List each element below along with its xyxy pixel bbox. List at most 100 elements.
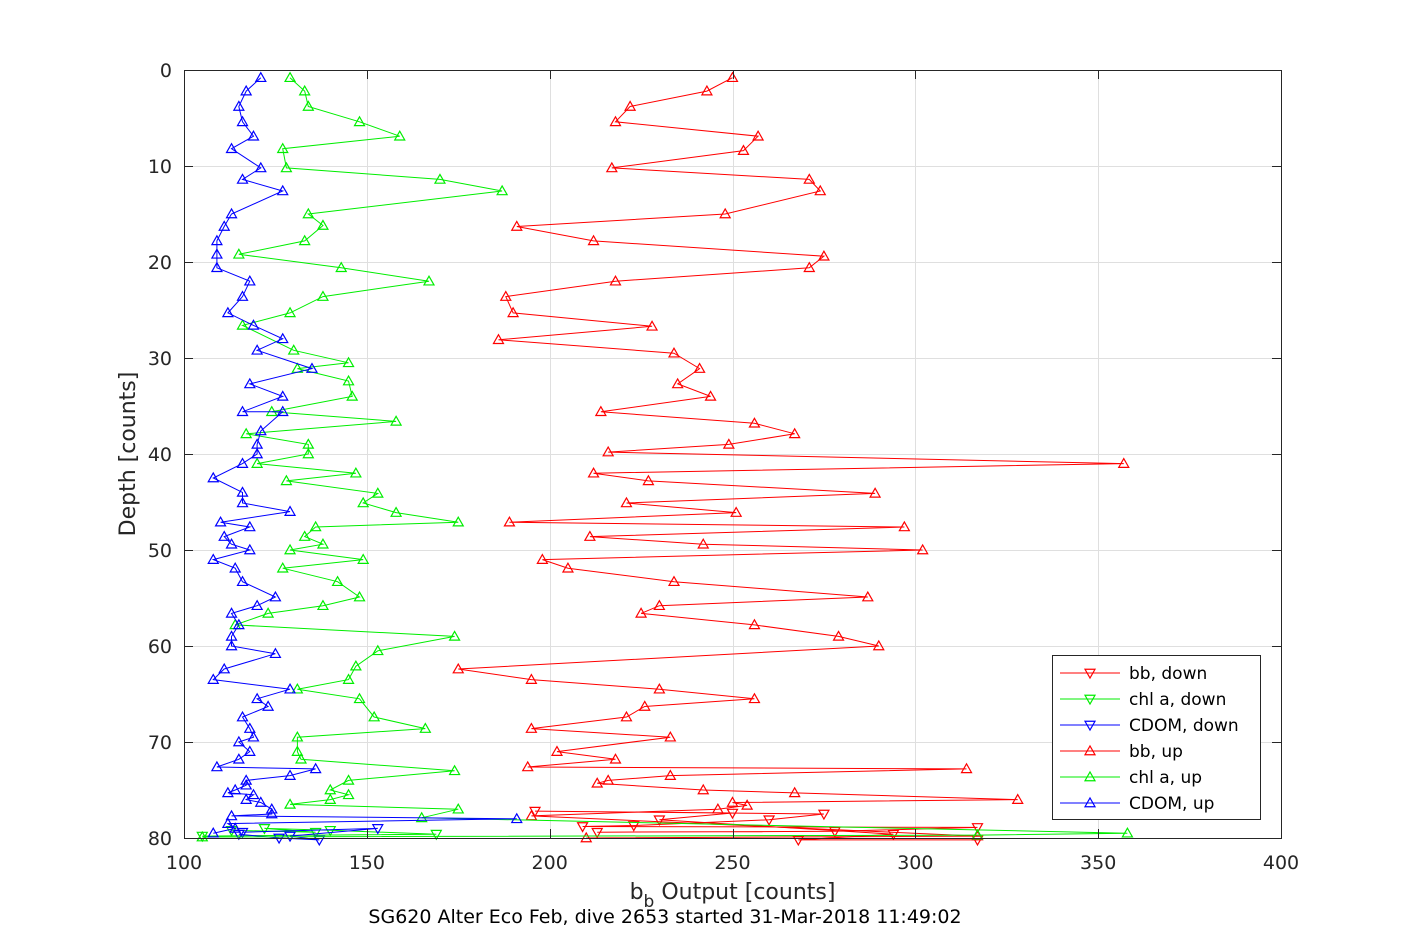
legend: bb, down chl a, down CDOM, down bb, up chl a… <box>1052 655 1261 820</box>
data-point <box>309 762 322 774</box>
data-point <box>368 710 381 722</box>
data-point <box>236 290 249 301</box>
data-point <box>225 639 238 651</box>
data-point <box>576 822 589 833</box>
data-point <box>642 474 655 486</box>
data-point <box>243 520 256 532</box>
data-point <box>316 290 329 301</box>
data-point <box>302 100 315 111</box>
data-point <box>236 405 249 417</box>
data-point <box>232 618 245 630</box>
data-point <box>602 445 615 457</box>
data-point <box>580 831 593 843</box>
data-point <box>594 405 607 417</box>
data-point <box>280 474 293 486</box>
data-point <box>236 115 249 127</box>
data-point <box>561 562 574 573</box>
series-chl-a-up <box>196 71 1134 842</box>
data-point <box>371 824 384 835</box>
data-point <box>254 161 267 173</box>
data-point <box>280 161 293 173</box>
series-line <box>211 77 517 834</box>
data-point <box>316 599 329 611</box>
legend-label: bb, up <box>1129 742 1183 762</box>
data-point <box>232 735 245 747</box>
data-point <box>653 599 666 611</box>
data-point <box>748 692 761 704</box>
data-point <box>298 234 311 246</box>
data-point <box>496 184 509 196</box>
data-point <box>229 783 242 795</box>
data-point <box>342 356 355 368</box>
legend-label: chl a, down <box>1129 690 1226 710</box>
data-point <box>284 71 297 83</box>
data-point <box>1011 793 1024 804</box>
data-point <box>667 346 681 358</box>
data-point <box>265 807 278 819</box>
data-point <box>510 812 523 824</box>
legend-label: CDOM, up <box>1129 794 1214 814</box>
data-point <box>225 809 238 821</box>
data-point <box>635 607 648 618</box>
data-point <box>291 682 304 694</box>
data-point <box>452 802 465 814</box>
y-tick-label: 50 <box>148 540 172 562</box>
data-point <box>251 344 264 355</box>
data-point <box>353 115 366 127</box>
data-point <box>316 219 329 230</box>
data-point <box>342 673 355 684</box>
series-bb-up <box>452 71 1130 843</box>
data-point <box>240 84 253 96</box>
y-tick-label: 60 <box>148 636 172 658</box>
data-point <box>236 319 249 330</box>
data-point <box>225 538 238 549</box>
data-point <box>258 824 271 835</box>
data-point <box>609 274 622 286</box>
data-point <box>291 745 304 756</box>
data-point <box>262 607 275 618</box>
data-point <box>591 827 604 839</box>
data-point <box>788 427 801 439</box>
data-point <box>265 802 278 814</box>
data-point <box>229 562 242 573</box>
data-point <box>207 826 220 838</box>
x-tick-label: 300 <box>897 852 933 874</box>
data-point <box>521 760 534 772</box>
legend-item: bb, up <box>1060 742 1183 762</box>
data-point <box>254 71 267 83</box>
legend-marker <box>1083 770 1097 782</box>
data-point <box>240 793 253 804</box>
data-point <box>243 722 256 733</box>
data-point <box>419 722 432 733</box>
data-point <box>817 809 830 821</box>
data-point <box>609 753 622 764</box>
legend-marker <box>1083 720 1097 732</box>
data-point <box>276 390 289 401</box>
data-point <box>218 530 231 541</box>
legend-item: bb, down <box>1060 664 1207 684</box>
data-point <box>792 835 805 847</box>
data-point <box>667 575 681 587</box>
data-point <box>371 644 384 656</box>
series-line <box>534 810 978 841</box>
data-point <box>331 575 344 587</box>
y-tick-label: 80 <box>148 828 172 850</box>
data-point <box>353 692 366 704</box>
data-point <box>269 647 282 659</box>
data-point <box>719 207 732 219</box>
data-point <box>1117 457 1130 468</box>
data-point <box>294 753 308 764</box>
data-point <box>620 710 633 722</box>
data-point <box>324 825 337 837</box>
data-point <box>357 553 370 564</box>
series-cdom-up <box>207 71 523 838</box>
data-point <box>448 630 461 641</box>
x-tick-label: 200 <box>532 852 568 874</box>
data-point <box>390 415 403 426</box>
data-point <box>196 830 209 842</box>
data-point <box>207 673 220 684</box>
y-tick-label: 70 <box>148 732 172 754</box>
data-point <box>499 290 512 301</box>
data-point <box>587 466 600 478</box>
